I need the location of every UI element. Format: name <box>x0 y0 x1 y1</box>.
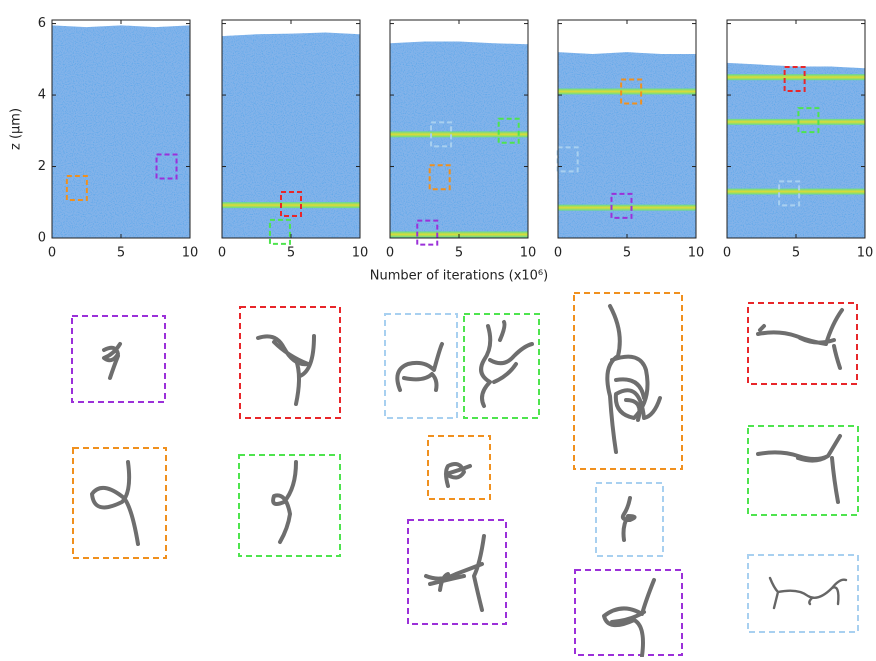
inset-box <box>747 425 859 516</box>
strand <box>424 534 486 612</box>
marker-box <box>155 153 178 180</box>
y-tick-label: 2 <box>38 159 46 174</box>
marker-box <box>778 180 801 207</box>
panel: 0 5 10 <box>218 19 369 261</box>
x-tick-label: 0 <box>723 246 731 261</box>
marker-box <box>620 78 643 105</box>
strand <box>602 578 656 658</box>
x-tick-label: 10 <box>857 246 874 261</box>
strand <box>756 434 842 504</box>
layer-band <box>222 202 360 209</box>
marker-box <box>783 65 806 92</box>
marker-box <box>430 121 453 148</box>
x-tick-label: 0 <box>48 246 56 261</box>
x-axis-label: Number of iterations (x10⁶) <box>370 269 548 284</box>
material-area-base <box>727 62 865 238</box>
inset-box <box>238 454 341 557</box>
inset-box <box>463 313 540 419</box>
panel: 0 5 10 Number of iterations (x10⁶) <box>370 19 548 284</box>
inset-box <box>427 435 491 500</box>
layer-band <box>390 131 528 138</box>
strand <box>605 304 662 454</box>
inset-box <box>747 302 858 385</box>
strand <box>756 308 844 370</box>
inset-box <box>71 315 166 403</box>
marker-box <box>416 219 439 246</box>
material-area-base <box>558 52 696 238</box>
layer-band <box>727 118 865 125</box>
marker-box <box>65 174 88 201</box>
panel: 0 5 10 <box>723 19 874 261</box>
strand <box>102 342 122 380</box>
x-tick-label: 0 <box>386 246 394 261</box>
strand <box>444 462 472 488</box>
material-area-base <box>390 41 528 238</box>
x-tick-label: 0 <box>218 246 226 261</box>
strand <box>271 460 298 544</box>
material-area-base <box>222 32 360 239</box>
inset-box <box>747 554 859 633</box>
x-tick-label: 10 <box>352 246 369 261</box>
x-tick-label: 10 <box>520 246 537 261</box>
x-tick-label: 5 <box>455 246 463 261</box>
x-tick-label: 5 <box>287 246 295 261</box>
x-tick-label: 5 <box>792 246 800 261</box>
x-tick-label: 10 <box>182 246 199 261</box>
panel: 0 5 10 <box>554 19 705 261</box>
inset-box <box>239 306 341 419</box>
inset-box <box>573 292 683 470</box>
strand <box>479 320 534 408</box>
strand <box>90 460 140 546</box>
layer-band <box>727 74 865 81</box>
y-tick-label: 4 <box>38 88 46 103</box>
layer-band <box>558 204 696 211</box>
marker-box <box>268 218 291 245</box>
marker-box <box>797 107 820 134</box>
inset-box <box>595 482 664 557</box>
strand <box>620 496 637 542</box>
x-tick-label: 5 <box>117 246 125 261</box>
y-tick-label: 0 <box>38 231 46 246</box>
y-axis-label: z (μm) <box>9 108 24 150</box>
marker-box <box>497 117 520 144</box>
x-tick-label: 0 <box>554 246 562 261</box>
marker-box <box>280 191 302 218</box>
strand-gallery <box>71 292 859 658</box>
strand <box>768 576 848 610</box>
layer-band <box>558 88 696 95</box>
inset-box <box>407 519 507 625</box>
x-tick-label: 5 <box>623 246 631 261</box>
x-tick-label: 10 <box>688 246 705 261</box>
inset-box <box>574 569 683 656</box>
material-area-base <box>52 25 190 238</box>
y-tick-label: 6 <box>38 16 46 31</box>
inset-box <box>384 313 458 419</box>
inset-box <box>72 447 167 559</box>
marker-box <box>428 164 451 191</box>
strand <box>256 334 316 406</box>
strand <box>395 342 444 392</box>
panel: 0 5 10 0 2 4 6 z (μm) <box>9 16 199 260</box>
marker-box <box>610 192 633 219</box>
layer-band <box>727 188 865 195</box>
